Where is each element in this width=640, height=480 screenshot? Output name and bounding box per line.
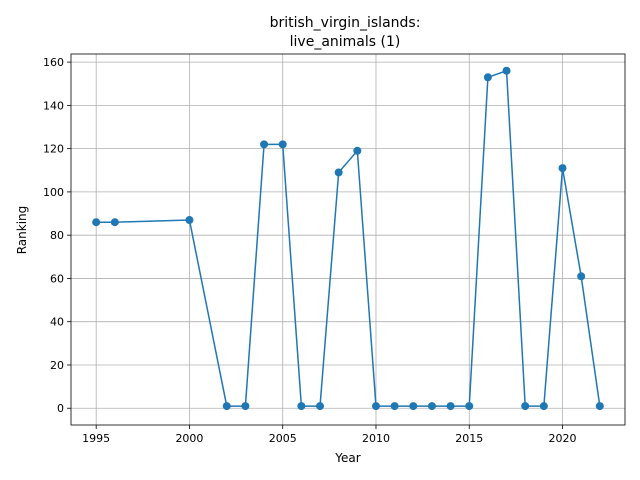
y-tick-label: 80 [50,229,64,242]
data-point [446,402,455,411]
data-point [595,402,604,411]
data-point [241,402,250,411]
x-axis-ticks: 1995 2000 2005 2010 2015 2020 [82,425,577,445]
data-point [465,402,474,411]
data-point [260,140,269,149]
y-tick-label: 20 [50,359,64,372]
x-tick-label: 2005 [269,432,297,445]
x-tick-label: 2015 [455,432,483,445]
data-point [409,402,418,411]
y-tick-label: 160 [43,56,64,69]
data-point [185,216,194,225]
y-tick-label: 0 [57,402,64,415]
x-tick-label: 2010 [362,432,390,445]
y-tick-label: 120 [43,143,64,156]
x-tick-label: 2000 [175,432,203,445]
data-point [110,218,119,227]
data-point [390,402,399,411]
x-tick-label: 2020 [549,432,577,445]
data-point [502,66,511,75]
data-point [278,140,287,149]
y-tick-label: 140 [43,99,64,112]
data-point [297,402,306,411]
data-point [483,73,492,82]
y-tick-label: 40 [50,316,64,329]
plot-area-frame [70,53,626,426]
data-point [222,402,231,411]
data-point [92,218,101,227]
grid-lines [71,54,625,425]
chart-title-line-1: british_virgin_islands: [270,15,421,31]
data-point [371,402,380,411]
series-ranking [92,66,604,411]
data-point [539,402,548,411]
y-tick-label: 60 [50,272,64,285]
data-point [353,146,362,155]
data-point [427,402,436,411]
data-point [577,272,586,281]
y-axis-ticks: 0 20 40 60 80 100 120 140 160 [43,56,71,415]
data-point [316,402,325,411]
x-tick-label: 1995 [82,432,110,445]
y-tick-label: 100 [43,186,64,199]
data-point [521,402,530,411]
y-axis-label: Ranking [15,206,29,255]
data-point [558,164,567,173]
chart-title-line-2: live_animals (1) [290,34,401,50]
data-point [334,168,343,177]
x-axis-label: Year [334,451,360,465]
